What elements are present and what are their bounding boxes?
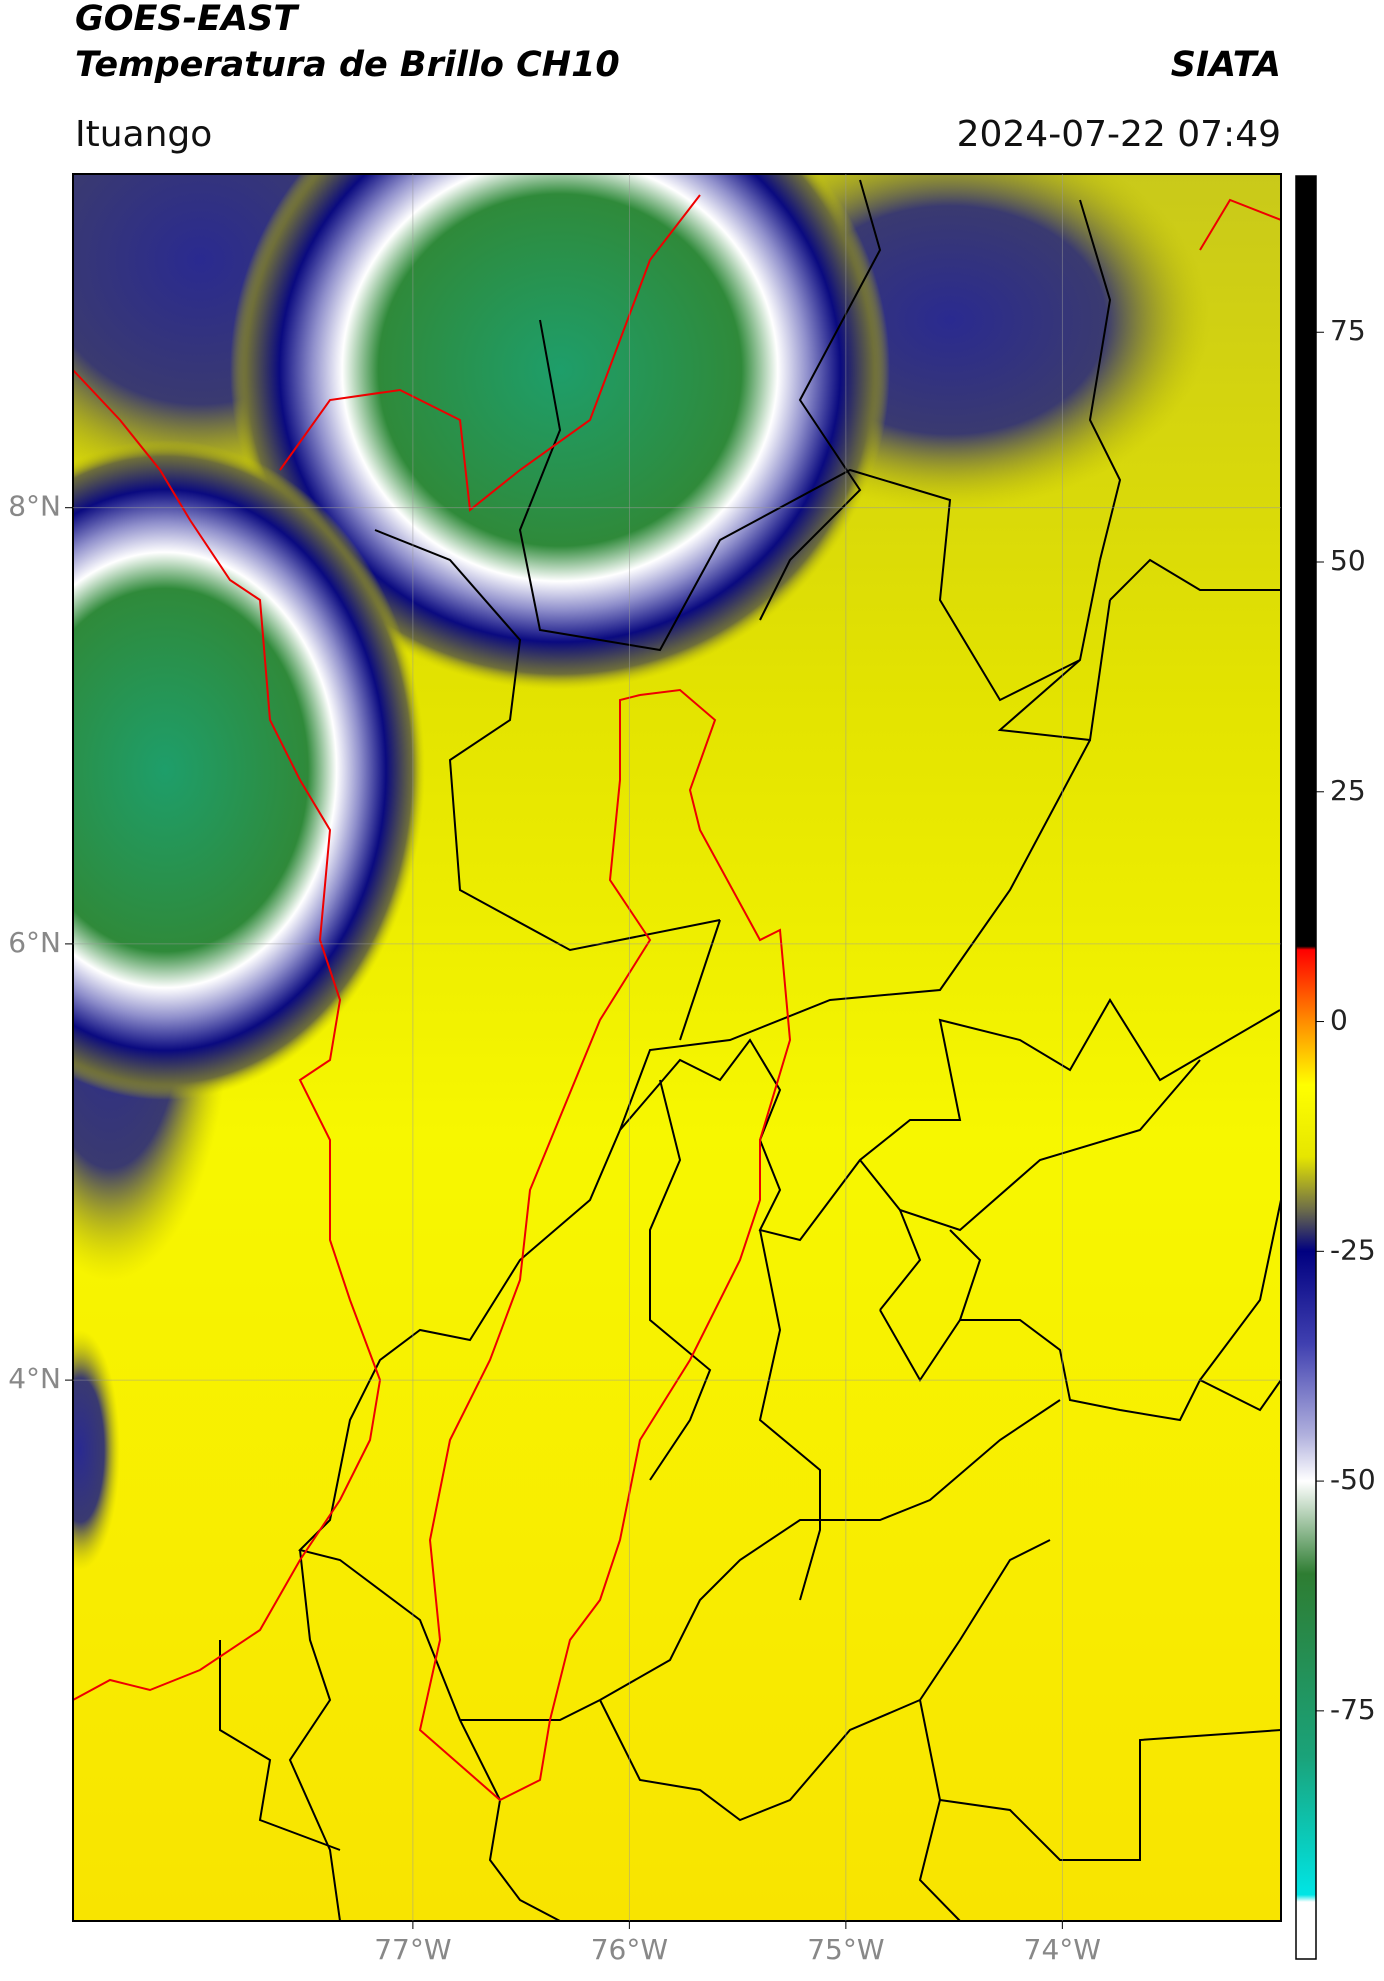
coastline-basin bbox=[73, 194, 1281, 1802]
x-tick-label: 77°W bbox=[374, 1933, 451, 1966]
y-tick-label: 4°N bbox=[8, 1362, 61, 1395]
title-line: GOES-EAST bbox=[75, 0, 300, 39]
x-tick-label: 74°W bbox=[1024, 1933, 1101, 1966]
cloud bbox=[73, 440, 425, 1100]
colorbar-tick-label: -25 bbox=[1330, 1233, 1376, 1266]
colorbar-tick-label: 75 bbox=[1330, 314, 1366, 347]
colorbar-tick-label: 0 bbox=[1330, 1004, 1348, 1037]
map-area bbox=[73, 174, 1281, 1921]
colorbar-tick-label: 25 bbox=[1330, 774, 1366, 807]
source: SIATA bbox=[1171, 45, 1281, 85]
borders bbox=[219, 179, 1281, 1921]
colorbar bbox=[1295, 175, 1317, 1960]
y-tick-label: 6°N bbox=[8, 926, 61, 959]
y-tick-label: 8°N bbox=[8, 490, 61, 523]
x-tick-label: 76°W bbox=[591, 1933, 668, 1966]
x-tick-label: 75°W bbox=[807, 1933, 884, 1966]
colorbar-tick-label: -75 bbox=[1330, 1693, 1376, 1726]
cloud bbox=[73, 1330, 120, 1570]
colorbar-tick-label: -50 bbox=[1330, 1463, 1376, 1496]
datetime: 2024-07-22 07:49 bbox=[957, 114, 1281, 155]
colorbar-tick-label: 50 bbox=[1330, 544, 1366, 577]
map-frame bbox=[72, 173, 1282, 1922]
title-line: Temperatura de Brillo CH10 bbox=[75, 45, 620, 85]
location: Ituango bbox=[75, 114, 212, 155]
